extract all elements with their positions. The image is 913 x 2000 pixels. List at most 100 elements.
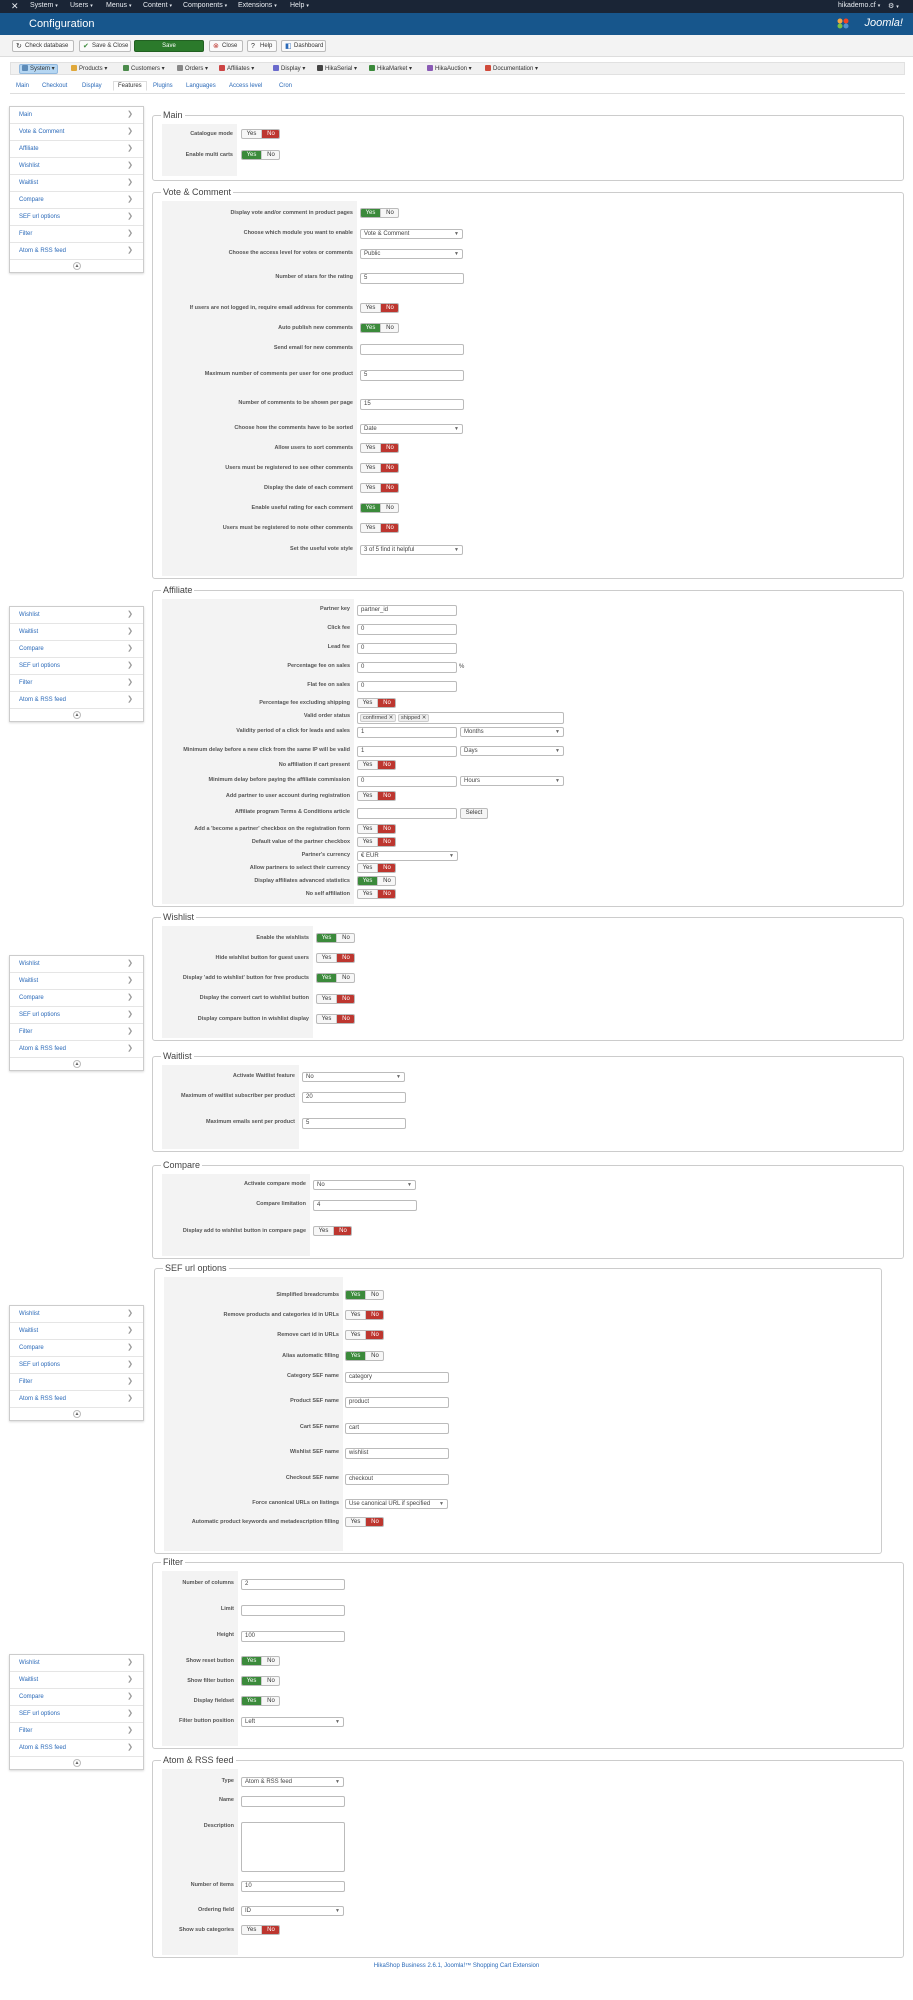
activate-waitlist-select[interactable]: No ▼ — [302, 1072, 405, 1082]
min-delay-input[interactable]: 1 — [357, 746, 457, 757]
sidebar-item-sef[interactable]: SEF url options ❯ — [10, 1706, 143, 1723]
scroll-top-icon[interactable]: ▲ — [73, 1410, 81, 1418]
menu-extensions[interactable]: Extensions ▾ — [238, 2, 277, 9]
gear-icon[interactable]: ⚙ ▾ — [888, 3, 899, 10]
items-input[interactable]: 10 — [241, 1881, 345, 1892]
pct-excl-shipping-toggle[interactable]: Yes No — [357, 698, 396, 708]
nav-affiliates[interactable]: Affiliates ▾ — [217, 64, 256, 74]
sidebar-item-sef[interactable]: SEF url options ❯ — [10, 658, 143, 675]
sidebar-item-waitlist[interactable]: Waitlist ❯ — [10, 973, 143, 990]
remove-cart-toggle[interactable]: Yes No — [345, 1330, 384, 1340]
no-option[interactable]: No — [377, 890, 395, 898]
sidebar-item-wishlist[interactable]: Wishlist ❯ — [10, 158, 143, 175]
no-option[interactable]: No — [380, 324, 398, 332]
yes-option[interactable]: Yes — [346, 1352, 365, 1360]
tab-checkout[interactable]: Checkout — [42, 83, 68, 89]
sidebar-item-rss[interactable]: Atom & RSS feed ❯ — [10, 243, 143, 260]
require-email-toggle[interactable]: Yes No — [360, 303, 399, 313]
filter-btn-toggle[interactable]: Yes No — [241, 1676, 280, 1686]
sidebar-item-compare[interactable]: Compare ❯ — [10, 1689, 143, 1706]
no-option[interactable]: No — [261, 1697, 279, 1705]
advanced-stats-toggle[interactable]: Yes No — [357, 876, 396, 886]
menu-content[interactable]: Content ▾ — [143, 2, 172, 9]
save-button[interactable]: Save — [134, 40, 204, 52]
status-tag[interactable]: confirmed ✕ — [360, 714, 397, 722]
sidebar-item-waitlist[interactable]: Waitlist ❯ — [10, 175, 143, 192]
nav-orders[interactable]: Orders ▾ — [175, 64, 210, 74]
height-input[interactable]: 100 — [241, 1631, 345, 1642]
nav-hikaserial[interactable]: HikaSerial ▾ — [315, 64, 359, 74]
user-menu[interactable]: hikademo.cf ▾ — [838, 2, 881, 9]
sidebar-item-waitlist[interactable]: Waitlist ❯ — [10, 1323, 143, 1340]
product-sef-input[interactable]: product — [345, 1397, 449, 1408]
no-option[interactable]: No — [380, 304, 398, 312]
send-email-input[interactable] — [360, 344, 464, 355]
tab-display[interactable]: Display — [82, 83, 102, 89]
sidebar-item-compare[interactable]: Compare ❯ — [10, 641, 143, 658]
allow-sort-toggle[interactable]: Yes No — [360, 443, 399, 453]
no-option[interactable]: No — [336, 954, 354, 962]
terms-select-button[interactable]: Select — [460, 808, 488, 819]
no-option[interactable]: No — [365, 1311, 383, 1319]
sidebar-item-rss[interactable]: Atom & RSS feed ❯ — [10, 1740, 143, 1757]
yes-option[interactable]: Yes — [350, 1332, 361, 1338]
sidebar-item-sef[interactable]: SEF url options ❯ — [10, 209, 143, 226]
currency-select[interactable]: € EUR ▼ — [357, 851, 458, 861]
max-sub-input[interactable]: 20 — [302, 1092, 406, 1103]
no-option[interactable]: No — [380, 444, 398, 452]
canonical-select[interactable]: Use canonical URL if specified ▼ — [345, 1499, 448, 1509]
sidebar-item-waitlist[interactable]: Waitlist ❯ — [10, 624, 143, 641]
no-option[interactable]: No — [380, 464, 398, 472]
no-option[interactable]: No — [261, 1677, 279, 1685]
no-option[interactable]: No — [261, 130, 279, 138]
become-partner-toggle[interactable]: Yes No — [357, 824, 396, 834]
remove-ids-toggle[interactable]: Yes No — [345, 1310, 384, 1320]
yes-option[interactable]: Yes — [350, 1519, 361, 1525]
yes-option[interactable]: Yes — [362, 793, 373, 799]
reset-toggle[interactable]: Yes No — [241, 1656, 280, 1666]
sub-toggle[interactable]: Yes No — [241, 1925, 280, 1935]
menu-components[interactable]: Components ▾ — [183, 2, 228, 9]
catalogue-mode-toggle[interactable]: Yes No — [241, 129, 280, 139]
sidebar-item-affiliate[interactable]: Affiliate ❯ — [10, 141, 143, 158]
no-option[interactable]: No — [365, 1331, 383, 1339]
no-option[interactable]: No — [336, 974, 354, 982]
lead-fee-input[interactable]: 0 — [357, 643, 457, 654]
status-tag[interactable]: shipped ✕ — [398, 714, 430, 722]
add-partner-toggle[interactable]: Yes No — [357, 791, 396, 801]
convert-cart-toggle[interactable]: Yes No — [316, 994, 355, 1004]
alias-toggle[interactable]: Yes No — [345, 1351, 384, 1361]
no-option[interactable]: No — [336, 1015, 354, 1023]
per-page-input[interactable]: 15 — [360, 399, 464, 410]
sidebar-item-wishlist[interactable]: Wishlist ❯ — [10, 1655, 143, 1672]
no-option[interactable]: No — [365, 1291, 383, 1299]
yes-option[interactable]: Yes — [362, 700, 373, 706]
auto-publish-toggle[interactable]: Yes No — [360, 323, 399, 333]
sidebar-item-sef[interactable]: SEF url options ❯ — [10, 1357, 143, 1374]
menu-system[interactable]: System ▾ — [30, 2, 58, 9]
sidebar-item-main[interactable]: Main ❯ — [10, 107, 143, 124]
sidebar-item-sef[interactable]: SEF url options ❯ — [10, 1007, 143, 1024]
max-emails-input[interactable]: 5 — [302, 1118, 406, 1129]
nav-hikamarket[interactable]: HikaMarket ▾ — [367, 64, 414, 74]
validity-unit-select[interactable]: Months ▼ — [460, 727, 564, 737]
no-option[interactable]: No — [333, 1227, 351, 1235]
checkout-sef-input[interactable]: checkout — [345, 1474, 449, 1485]
default-partner-toggle[interactable]: Yes No — [357, 837, 396, 847]
menu-users[interactable]: Users ▾ — [70, 2, 93, 9]
display-date-toggle[interactable]: Yes No — [360, 483, 399, 493]
footer-link[interactable]: HikaShop Business 2.6.1, Joomla!™ Shoppi… — [373, 1963, 540, 1969]
tab-access-level[interactable]: Access level — [229, 83, 263, 89]
min-pay-unit-select[interactable]: Hours ▼ — [460, 776, 564, 786]
yes-option[interactable]: Yes — [242, 151, 261, 159]
category-sef-input[interactable]: category — [345, 1372, 449, 1383]
pct-fee-input[interactable]: 0 — [357, 662, 457, 673]
no-option[interactable]: No — [336, 995, 354, 1003]
yes-option[interactable]: Yes — [362, 891, 373, 897]
sidebar-item-filter[interactable]: Filter ❯ — [10, 1024, 143, 1041]
registered-note-toggle[interactable]: Yes No — [360, 523, 399, 533]
help-button[interactable]: ? Help — [247, 40, 277, 52]
nav-system[interactable]: System ▾ — [19, 64, 58, 74]
sort-select[interactable]: Date ▼ — [360, 424, 463, 434]
display-vote-toggle[interactable]: Yes No — [360, 208, 399, 218]
